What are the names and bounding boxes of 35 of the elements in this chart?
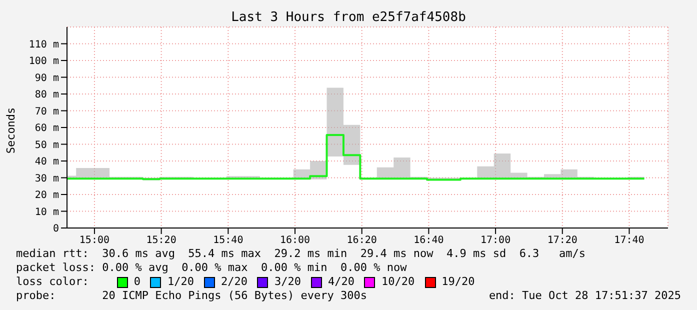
text: 4/20 [328, 275, 354, 289]
y-tick-label: 80 m [34, 90, 59, 101]
x-tick-label: 15:40 [213, 235, 244, 246]
text: 1/20 [167, 275, 194, 289]
text: 2/20 [220, 275, 248, 289]
x-tick-label: 15:20 [146, 235, 176, 246]
x-tick-label: 17:40 [614, 235, 644, 246]
y-tick-label: 30 m [34, 173, 59, 184]
y-tick-label: 100 m [28, 56, 59, 68]
text: median rtt: 30.6 ms avg 55.4 ms max 29.2 ms min 29.4 ms now 4.9 ms sd 6.3 am/s [16, 247, 587, 261]
text: probe: 20 ICMP Echo Pings (56 Bytes) every 300s [16, 289, 367, 303]
x-tick-label: 17:00 [480, 235, 511, 246]
chart-title: Last 3 Hours from e25f7af4508b [230, 10, 467, 25]
text: 19/20 [442, 275, 475, 289]
y-tick-label: 0 [52, 224, 59, 235]
text: end: Tue Oct 28 17:51:37 2025 [488, 289, 681, 303]
text: packet loss: 0.00 % avg 0.00 % max 0.00 % min 0.00 % now [16, 261, 408, 275]
x-tick-label: 15:00 [79, 235, 110, 246]
y-tick-label: 70 m [34, 106, 59, 118]
y-tick-label: 60 m [34, 123, 59, 134]
x-tick-label: 16:40 [414, 235, 444, 246]
y-tick-label: 110 m [28, 39, 59, 50]
x-tick-label: 16:20 [346, 235, 377, 246]
y-tick-label: 10 m [34, 206, 59, 218]
text: loss color: [16, 275, 89, 289]
text: 3/20 [274, 275, 301, 289]
y-tick-label: 90 m [34, 72, 59, 84]
text: 10/20 [381, 275, 415, 289]
y-tick-label: 40 m [34, 156, 59, 168]
x-tick-label: 17:20 [547, 235, 578, 246]
y-axis-title: Seconds [4, 106, 18, 154]
text: 0 [134, 275, 140, 289]
y-tick-label: 50 m [34, 140, 59, 151]
y-tick-label: 20 m [34, 190, 59, 202]
x-tick-label: 16:00 [280, 235, 310, 246]
